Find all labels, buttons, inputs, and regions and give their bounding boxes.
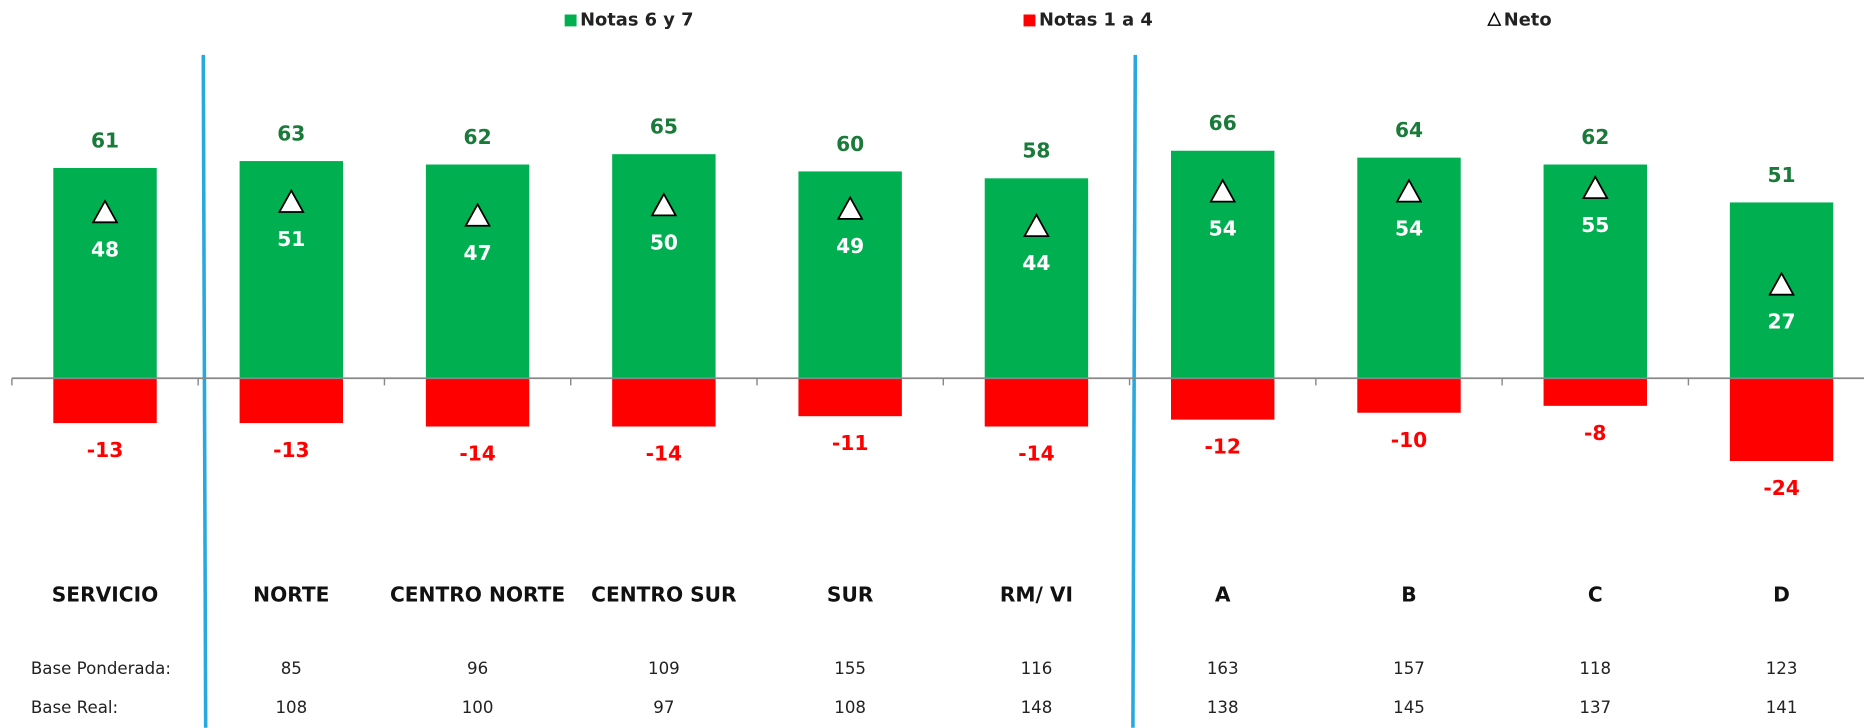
table-cell: 108 <box>275 698 307 717</box>
neto-marker <box>1209 178 1237 203</box>
legend-label: Notas 1 a 4 <box>1039 9 1153 30</box>
value-label: 55 <box>1581 213 1609 237</box>
value-label: -10 <box>1391 428 1427 452</box>
value-label: 54 <box>1395 217 1423 241</box>
neto-marker <box>1395 178 1423 203</box>
table-cell: 123 <box>1766 659 1798 678</box>
value-label: 49 <box>836 234 864 258</box>
value-label: 60 <box>836 132 864 156</box>
table-cell: 108 <box>834 698 866 717</box>
group-separator <box>1131 54 1138 728</box>
value-label: 48 <box>91 237 119 261</box>
table-cell: 148 <box>1021 698 1053 717</box>
value-label: 63 <box>277 121 305 145</box>
table-cell: 118 <box>1579 659 1611 678</box>
legend-marker <box>1487 11 1502 26</box>
bar <box>612 154 716 379</box>
value-label: -24 <box>1763 476 1799 500</box>
category-label: D <box>1773 582 1790 606</box>
bar <box>984 378 1089 427</box>
value-label: 62 <box>1581 125 1609 149</box>
value-label: -14 <box>646 442 682 466</box>
value-label: -14 <box>459 442 495 466</box>
value-label: 27 <box>1768 310 1796 334</box>
table-cell: 138 <box>1207 698 1239 717</box>
bar <box>1357 378 1461 413</box>
neto-marker <box>1581 174 1609 200</box>
value-label: -13 <box>273 438 309 462</box>
bar <box>612 378 716 427</box>
table-cell: 157 <box>1393 659 1425 678</box>
bar <box>1729 378 1834 462</box>
value-label: 62 <box>464 125 492 149</box>
category-label: CENTRO SUR <box>591 582 737 606</box>
table-cell: 145 <box>1393 698 1425 717</box>
table-cell: 163 <box>1207 659 1239 678</box>
category-label: B <box>1401 582 1416 606</box>
value-label: 51 <box>277 227 305 251</box>
neto-marker <box>277 188 305 213</box>
value-label: 50 <box>650 230 678 254</box>
group-separator <box>201 54 208 728</box>
category-label: SERVICIO <box>52 582 159 606</box>
value-label: -12 <box>1204 435 1240 459</box>
bar <box>425 164 530 379</box>
table-cell: 109 <box>648 659 680 678</box>
value-label: -13 <box>87 438 123 462</box>
neto-marker <box>91 199 119 224</box>
value-label: -11 <box>832 431 868 455</box>
value-label: 54 <box>1209 217 1237 241</box>
category-label: C <box>1588 582 1603 606</box>
category-label: SUR <box>827 582 874 606</box>
category-label: CENTRO NORTE <box>390 582 565 606</box>
category-label: RM/ VI <box>1000 582 1073 606</box>
neto-marker <box>1768 271 1795 296</box>
bar <box>239 378 344 424</box>
value-label: -8 <box>1584 421 1606 445</box>
legend-label: Neto <box>1504 9 1552 30</box>
bar <box>984 178 1089 379</box>
neto-marker <box>1023 212 1050 237</box>
category-label: A <box>1215 582 1231 606</box>
table-cell: 141 <box>1766 698 1798 717</box>
bar <box>1171 378 1275 420</box>
table-cell: 97 <box>653 698 674 717</box>
value-label: 58 <box>1022 139 1050 163</box>
bar <box>1543 164 1647 379</box>
table-cell: 116 <box>1021 659 1053 678</box>
value-label: 47 <box>464 241 492 265</box>
table-cell: 96 <box>467 659 488 678</box>
row-label: Base Real: <box>31 698 118 717</box>
value-label: 66 <box>1209 111 1237 135</box>
neto-marker <box>650 192 678 217</box>
table-cell: 155 <box>834 659 866 678</box>
value-label: 51 <box>1768 163 1796 187</box>
value-label: 64 <box>1395 118 1423 142</box>
legend-marker <box>1023 14 1036 27</box>
category-label: NORTE <box>253 582 329 606</box>
neto-marker <box>836 195 864 220</box>
neto-marker <box>464 202 491 227</box>
value-label: 65 <box>650 115 678 139</box>
bar <box>1543 378 1647 406</box>
value-label: 44 <box>1022 251 1050 275</box>
legend-label: Notas 6 y 7 <box>580 9 693 30</box>
table-cell: 85 <box>281 659 302 678</box>
bar <box>798 378 902 417</box>
table-cell: 100 <box>462 698 494 717</box>
bar <box>425 378 530 427</box>
table-cell: 137 <box>1579 698 1611 717</box>
value-label: -14 <box>1018 442 1054 466</box>
row-label: Base Ponderada: <box>31 659 171 678</box>
value-label: 61 <box>91 128 119 152</box>
legend-marker <box>564 14 577 27</box>
bar <box>53 378 157 424</box>
